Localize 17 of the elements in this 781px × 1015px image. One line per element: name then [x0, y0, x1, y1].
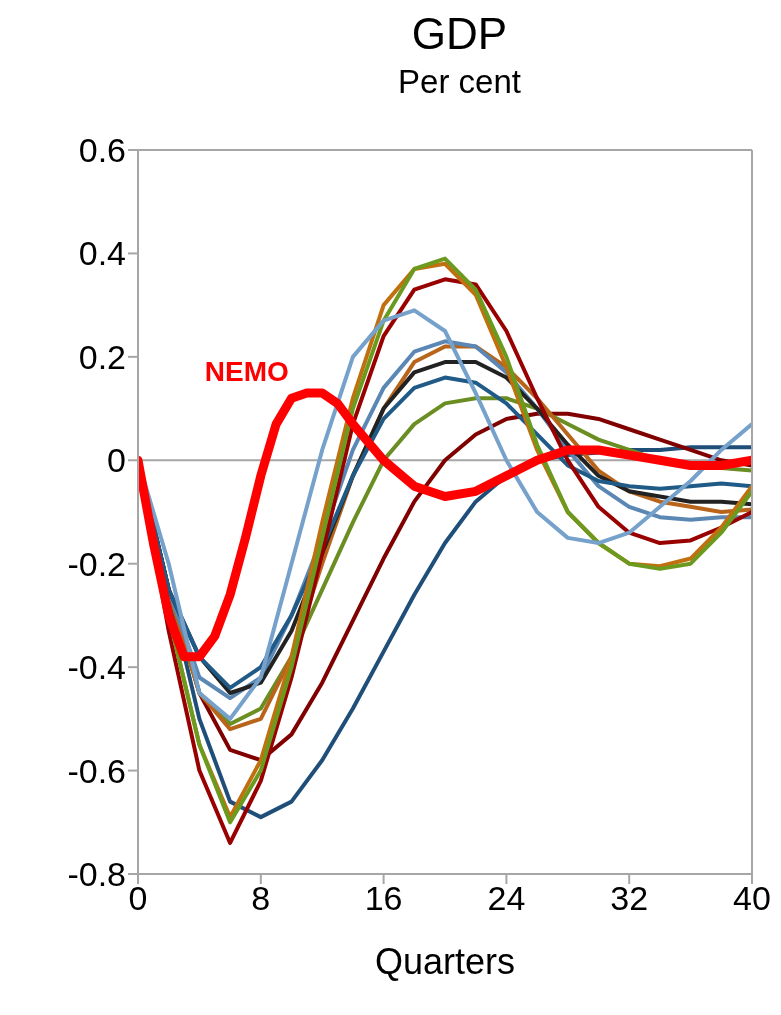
x-tick-label: 32	[610, 879, 649, 918]
x-axis-title: Quarters	[374, 941, 516, 982]
y-tick-label: -0.6	[67, 751, 126, 790]
x-tick-label: 16	[364, 879, 403, 918]
chart-title: GDP	[410, 8, 509, 60]
y-tick-label: 0.4	[78, 234, 126, 273]
x-tick-label: 40	[733, 879, 771, 918]
y-tick-label: -0.2	[67, 544, 126, 583]
chart-subtitle: Per cent	[397, 62, 522, 102]
series-label: NEMO	[204, 356, 289, 388]
y-tick-label: -0.4	[67, 648, 126, 687]
x-tick-label: 8	[251, 879, 271, 918]
y-tick-label: 0.6	[78, 131, 126, 170]
x-tick-label: 24	[487, 879, 526, 918]
y-tick-label: 0	[107, 441, 126, 480]
y-tick-label: 0.2	[78, 337, 126, 376]
y-tick-label: -0.8	[67, 855, 126, 894]
